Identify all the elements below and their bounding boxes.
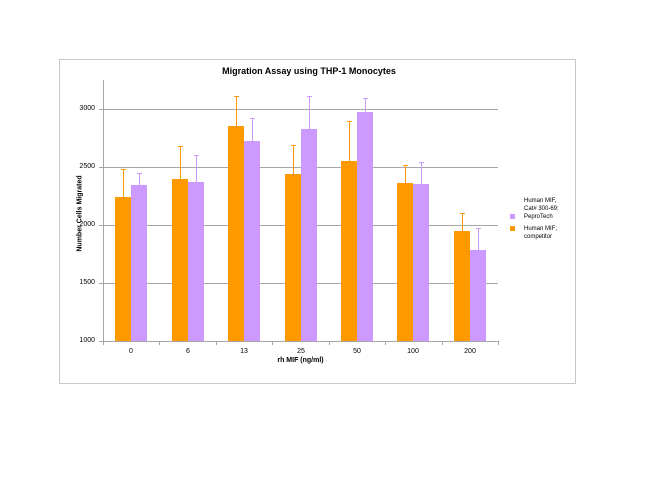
legend-label: competitor xyxy=(524,234,553,240)
error-bar xyxy=(180,146,181,179)
legend-swatch xyxy=(510,214,515,219)
x-tick xyxy=(329,341,330,345)
error-bar xyxy=(365,98,366,112)
legend-item: Human MIF, Cat# 300-69; PeproTech xyxy=(510,197,580,221)
x-tick-label: 6 xyxy=(186,348,190,355)
error-bar xyxy=(309,96,310,129)
gridline xyxy=(103,109,498,110)
y-tick-label: 1500 xyxy=(79,279,95,286)
y-tick-label: 3000 xyxy=(79,105,95,112)
error-bar-cap xyxy=(347,121,352,122)
error-bar-cap xyxy=(234,96,239,97)
legend-item: Human MIF; competitor xyxy=(510,225,580,241)
bar-competitor xyxy=(285,174,301,341)
y-tick xyxy=(99,341,103,342)
x-tick-label: 200 xyxy=(464,348,476,355)
bar-competitor xyxy=(228,126,244,341)
x-tick xyxy=(498,341,499,345)
x-tick xyxy=(385,341,386,345)
x-tick xyxy=(216,341,217,345)
error-bar-cap xyxy=(363,98,368,99)
chart-title: Migration Assay using THP-1 Monocytes xyxy=(0,66,650,76)
bar-competitor xyxy=(115,197,131,341)
x-tick-label: 50 xyxy=(353,348,361,355)
bar-peprotech xyxy=(413,184,429,341)
error-bar-cap xyxy=(403,165,408,166)
y-tick xyxy=(99,283,103,284)
legend-swatch xyxy=(510,226,515,231)
error-bar xyxy=(139,173,140,185)
legend-label: PeproTech xyxy=(524,214,553,220)
x-tick-label: 0 xyxy=(129,348,133,355)
bar-competitor xyxy=(397,183,413,341)
y-tick xyxy=(99,167,103,168)
error-bar xyxy=(405,165,406,183)
bar-peprotech xyxy=(131,185,147,341)
error-bar xyxy=(196,155,197,182)
x-tick xyxy=(103,341,104,345)
x-tick-label: 100 xyxy=(407,348,419,355)
y-tick xyxy=(99,225,103,226)
error-bar-cap xyxy=(121,169,126,170)
error-bar xyxy=(478,228,479,250)
bar-peprotech xyxy=(188,182,204,341)
x-axis-title: rh MIF (ng/ml) xyxy=(277,357,324,364)
legend-label: Human MIF; xyxy=(524,226,558,232)
error-bar-cap xyxy=(476,228,481,229)
error-bar-cap xyxy=(419,162,424,163)
error-bar-cap xyxy=(178,146,183,147)
gridline xyxy=(103,167,498,168)
bar-peprotech xyxy=(357,112,373,341)
bar-competitor xyxy=(454,231,470,341)
error-bar-cap xyxy=(137,173,142,174)
error-bar xyxy=(293,145,294,174)
y-tick-label: 2500 xyxy=(79,163,95,170)
error-bar xyxy=(252,118,253,141)
plot-area: 1000 1500 2000 2500 3000 0 6 13 25 50 100 200 xyxy=(79,80,499,355)
y-tick xyxy=(99,109,103,110)
bar-peprotech xyxy=(470,250,486,341)
legend-label: Cat# 300-69; xyxy=(524,206,559,212)
error-bar-cap xyxy=(291,145,296,146)
legend: Human MIF, Cat# 300-69; PeproTech Human MIF… xyxy=(510,197,580,245)
error-bar-cap xyxy=(250,118,255,119)
legend-label: Human MIF, xyxy=(524,198,557,204)
bar-competitor xyxy=(341,161,357,341)
x-tick xyxy=(442,341,443,345)
error-bar xyxy=(123,169,124,197)
x-tick-label: 25 xyxy=(297,348,305,355)
chart-title-text: Migration Assay using THP-1 Monocytes xyxy=(222,66,396,76)
y-tick-label: 1000 xyxy=(79,337,95,344)
y-axis-title: Number Cells Migrated xyxy=(76,175,84,252)
bar-competitor xyxy=(172,179,188,341)
error-bar xyxy=(349,121,350,161)
x-axis xyxy=(103,341,498,342)
x-tick xyxy=(159,341,160,345)
x-tick-label: 13 xyxy=(240,348,248,355)
y-axis xyxy=(103,80,104,341)
y-tick-label: 2000 xyxy=(79,221,95,228)
error-bar-cap xyxy=(307,96,312,97)
bar-peprotech xyxy=(244,141,260,341)
error-bar-cap xyxy=(194,155,199,156)
bar-peprotech xyxy=(301,129,317,341)
error-bar xyxy=(421,162,422,184)
error-bar xyxy=(462,213,463,231)
error-bar xyxy=(236,96,237,126)
x-tick xyxy=(272,341,273,345)
error-bar-cap xyxy=(460,213,465,214)
